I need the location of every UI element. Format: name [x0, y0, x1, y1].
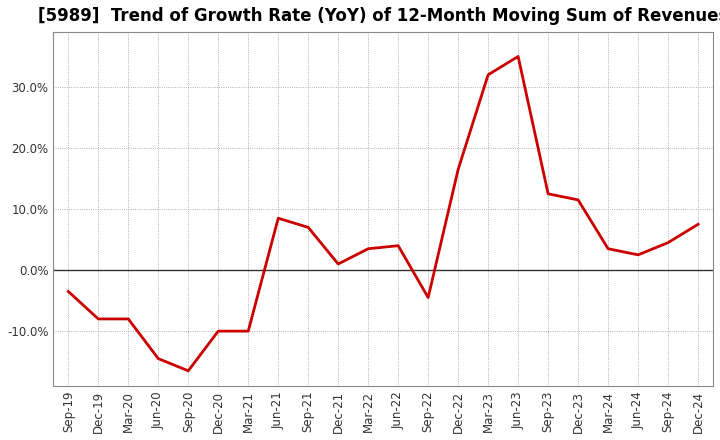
Title: [5989]  Trend of Growth Rate (YoY) of 12-Month Moving Sum of Revenues: [5989] Trend of Growth Rate (YoY) of 12-… — [38, 7, 720, 25]
